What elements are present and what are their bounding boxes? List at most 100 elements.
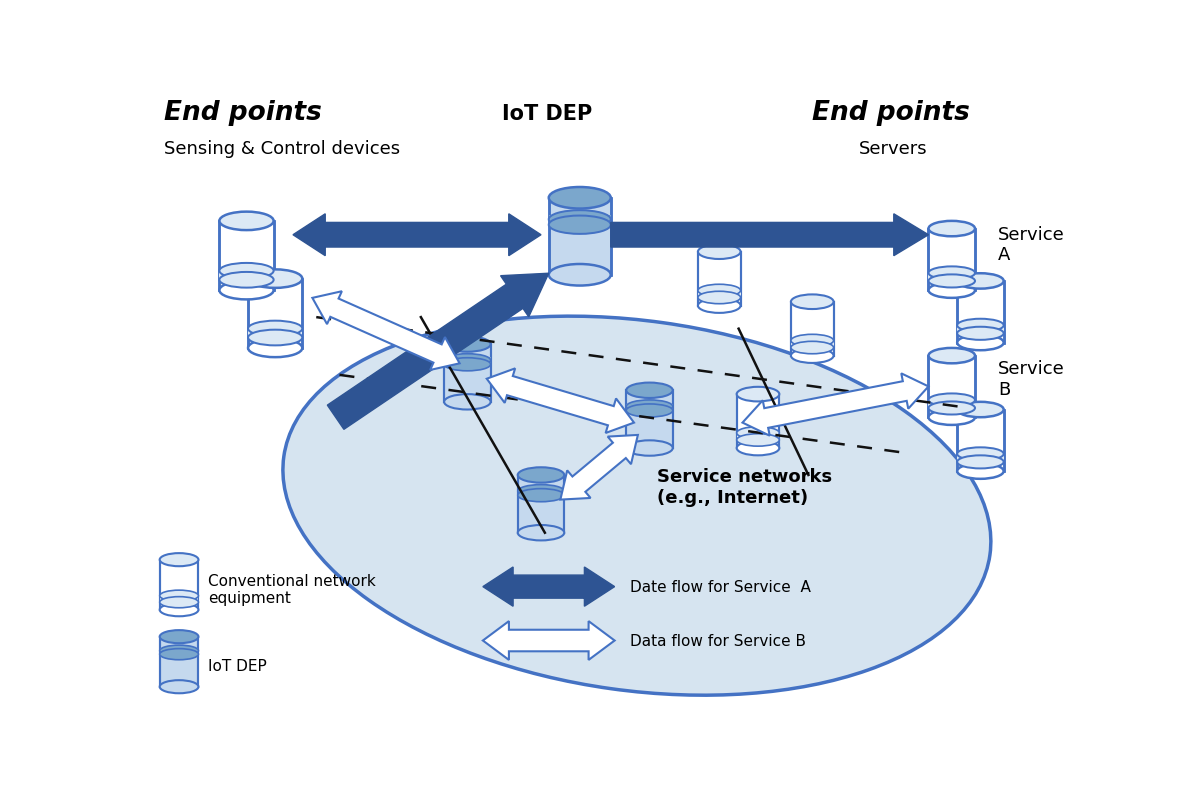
Ellipse shape — [929, 410, 976, 425]
Bar — [791, 302, 833, 356]
Ellipse shape — [698, 285, 741, 298]
Bar — [248, 328, 303, 338]
Bar — [159, 560, 199, 610]
Ellipse shape — [219, 264, 274, 279]
Ellipse shape — [248, 270, 303, 289]
Ellipse shape — [159, 649, 199, 660]
Ellipse shape — [219, 213, 274, 231]
Text: End points: End points — [164, 100, 322, 126]
Bar — [548, 199, 610, 275]
Ellipse shape — [444, 358, 491, 371]
Polygon shape — [293, 214, 541, 257]
Ellipse shape — [518, 489, 564, 502]
Ellipse shape — [159, 597, 199, 608]
Bar — [736, 432, 779, 440]
Ellipse shape — [958, 327, 1003, 340]
Text: Service
A: Service A — [998, 225, 1065, 264]
Ellipse shape — [626, 383, 673, 399]
Ellipse shape — [548, 188, 610, 209]
Ellipse shape — [159, 603, 199, 617]
Ellipse shape — [791, 335, 833, 347]
Ellipse shape — [159, 646, 199, 656]
Bar — [159, 595, 199, 602]
Polygon shape — [482, 622, 614, 660]
Ellipse shape — [929, 221, 976, 237]
Polygon shape — [742, 374, 929, 436]
Ellipse shape — [548, 265, 610, 286]
Ellipse shape — [929, 394, 976, 407]
Bar — [626, 391, 673, 448]
Ellipse shape — [159, 680, 199, 694]
Ellipse shape — [929, 275, 976, 288]
Text: Conventional network
equipment: Conventional network equipment — [208, 573, 376, 606]
Ellipse shape — [518, 485, 564, 498]
Bar — [219, 221, 274, 291]
Bar — [958, 410, 1003, 472]
Bar — [698, 253, 741, 306]
Ellipse shape — [626, 441, 673, 456]
Ellipse shape — [958, 448, 1003, 461]
Ellipse shape — [626, 400, 673, 414]
Ellipse shape — [929, 349, 976, 364]
Ellipse shape — [736, 387, 779, 402]
Ellipse shape — [736, 427, 779, 439]
Ellipse shape — [958, 403, 1003, 418]
Ellipse shape — [698, 292, 741, 304]
Ellipse shape — [518, 525, 564, 541]
Ellipse shape — [248, 339, 303, 358]
Ellipse shape — [626, 404, 673, 418]
Polygon shape — [560, 435, 638, 500]
Ellipse shape — [958, 274, 1003, 290]
Ellipse shape — [219, 282, 274, 300]
Bar — [929, 273, 976, 282]
Bar — [444, 345, 491, 403]
Ellipse shape — [958, 319, 1003, 332]
Text: IoT DEP: IoT DEP — [503, 104, 593, 124]
Ellipse shape — [159, 553, 199, 566]
Bar — [958, 282, 1003, 343]
Text: End points: End points — [813, 100, 970, 126]
Polygon shape — [327, 274, 548, 430]
Ellipse shape — [219, 273, 274, 288]
Text: Service networks
(e.g., Internet): Service networks (e.g., Internet) — [657, 468, 832, 506]
Bar — [791, 340, 833, 348]
Polygon shape — [487, 369, 634, 433]
Polygon shape — [610, 214, 929, 257]
Text: Date flow for Service  A: Date flow for Service A — [630, 579, 812, 594]
Bar — [698, 290, 741, 298]
Bar — [159, 637, 199, 687]
Bar — [444, 358, 491, 365]
Ellipse shape — [929, 283, 976, 298]
Text: Service
B: Service B — [998, 360, 1065, 399]
Polygon shape — [482, 567, 614, 606]
Ellipse shape — [444, 395, 491, 410]
Ellipse shape — [958, 335, 1003, 350]
Ellipse shape — [958, 464, 1003, 480]
Ellipse shape — [698, 245, 741, 260]
Ellipse shape — [159, 630, 199, 643]
Bar — [518, 476, 564, 533]
Text: IoT DEP: IoT DEP — [208, 658, 267, 674]
Ellipse shape — [958, 456, 1003, 469]
Ellipse shape — [282, 317, 991, 695]
Text: Data flow for Service B: Data flow for Service B — [630, 634, 806, 648]
Polygon shape — [312, 292, 460, 371]
Bar — [518, 488, 564, 496]
Ellipse shape — [736, 441, 779, 456]
Bar — [626, 404, 673, 411]
Ellipse shape — [929, 267, 976, 280]
Ellipse shape — [929, 402, 976, 415]
Bar — [929, 399, 976, 408]
Bar — [929, 229, 976, 291]
Text: Servers: Servers — [858, 140, 928, 158]
Bar — [929, 356, 976, 418]
Ellipse shape — [548, 211, 610, 229]
Ellipse shape — [248, 322, 303, 337]
Bar — [159, 648, 199, 654]
Ellipse shape — [248, 330, 303, 346]
Bar — [958, 325, 1003, 334]
Bar — [958, 453, 1003, 462]
Ellipse shape — [444, 354, 491, 367]
Ellipse shape — [548, 217, 610, 235]
Ellipse shape — [791, 295, 833, 310]
